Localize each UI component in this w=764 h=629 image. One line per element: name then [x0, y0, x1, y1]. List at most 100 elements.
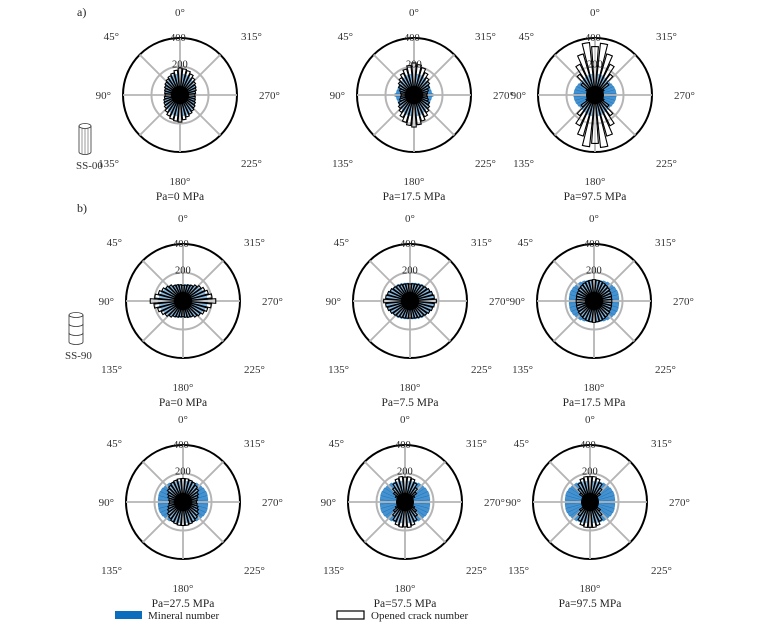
angle-label: 90° — [99, 497, 114, 509]
radial-tick-label: 400 — [173, 239, 189, 250]
angle-label: 135° — [98, 158, 119, 170]
radial-tick-label: 200 — [586, 266, 602, 277]
rose-plot: 400 200 0° 45° 90° 135° 180° 225° 270° 315° Pa=97.… — [506, 414, 690, 610]
crack-bar — [575, 94, 596, 127]
plot-title: Pa=17.5 MPa — [563, 397, 626, 409]
angle-label: 270° — [669, 497, 690, 509]
center-core — [174, 493, 192, 511]
radial-tick-label: 400 — [173, 440, 189, 451]
angle-label: 180° — [173, 583, 194, 595]
radial-tick-label: 400 — [585, 33, 601, 44]
angle-label: 135° — [101, 565, 122, 577]
center-core — [171, 86, 189, 104]
crack-bar — [402, 501, 408, 528]
angle-label: 90° — [506, 497, 521, 509]
angle-label: 90° — [96, 90, 111, 102]
angle-label: 180° — [170, 176, 191, 188]
angle-label: 225° — [471, 364, 492, 376]
crack-bar — [180, 501, 186, 527]
crack-bar — [581, 94, 596, 148]
angle-label: 45° — [518, 237, 533, 249]
center-core — [174, 292, 192, 310]
angle-label: 45° — [104, 31, 119, 43]
rose-plot: 400 200 0° 45° 90° 135° 180° 225° 270° 315° Pa=7.5… — [326, 213, 510, 409]
radial-tick-label: 400 — [400, 239, 416, 250]
angle-label: 270° — [262, 497, 283, 509]
legend-crack-label: Opened crack number — [371, 610, 468, 622]
center-core — [401, 292, 419, 310]
angle-label: 90° — [511, 90, 526, 102]
crack-bar — [587, 476, 593, 503]
crack-bar — [576, 94, 596, 137]
angle-label: 180° — [580, 583, 601, 595]
panel-label-a: a) — [77, 5, 86, 19]
legend: Mineral number Opened crack number — [115, 610, 468, 622]
angle-label: 225° — [241, 158, 262, 170]
rose-plot: 400 200 0° 45° 90° 135° 180° 225° 270° 315° Pa=17.… — [330, 7, 514, 203]
angle-label: 90° — [330, 90, 345, 102]
legend-crack-swatch — [336, 610, 365, 620]
crack-bar — [594, 94, 615, 127]
crack-bar — [576, 53, 596, 96]
angle-label: 315° — [655, 237, 676, 249]
crack-bar — [383, 298, 411, 304]
center-core — [586, 86, 604, 104]
crack-bar — [591, 46, 599, 96]
crack-bar — [594, 63, 615, 96]
angle-label: 270° — [493, 90, 514, 102]
rose-plot: 400 200 0° 45° 90° 135° 180° 225° 270° 315° Pa=17.… — [510, 213, 694, 409]
rose-plot: 400 200 0° 45° 90° 135° 180° 225° 270° 315° Pa=27.… — [99, 414, 283, 610]
angle-label: 315° — [475, 31, 496, 43]
vertical-bedding-cylinder-icon — [78, 123, 92, 155]
angle-label: 225° — [244, 565, 265, 577]
center-core — [396, 493, 414, 511]
angle-label: 135° — [323, 565, 344, 577]
angle-label: 315° — [656, 31, 677, 43]
crack-bar — [177, 67, 183, 96]
angle-label: 90° — [99, 296, 114, 308]
crack-bar — [180, 477, 186, 503]
center-core — [585, 292, 603, 310]
angle-label: 45° — [329, 438, 344, 450]
angle-label: 180° — [585, 176, 606, 188]
angle-label: 0° — [178, 414, 188, 426]
angle-label: 135° — [513, 158, 534, 170]
specimen-label-ss-00: SS-00 — [76, 160, 103, 172]
rose-plot: 400 200 0° 45° 90° 135° 180° 225° 270° 315° Pa=57.… — [321, 414, 505, 610]
angle-label: 180° — [404, 176, 425, 188]
crack-bar — [402, 476, 408, 503]
radial-tick-label: 200 — [406, 60, 422, 71]
crack-bar — [411, 62, 417, 96]
radial-tick-label: 200 — [175, 266, 191, 277]
angle-label: 180° — [400, 382, 421, 394]
crack-bar — [594, 42, 609, 96]
angle-label: 315° — [651, 438, 672, 450]
angle-label: 225° — [475, 158, 496, 170]
angle-label: 45° — [107, 438, 122, 450]
radial-tick-label: 400 — [395, 440, 411, 451]
angle-label: 225° — [651, 565, 672, 577]
angle-label: 0° — [409, 7, 419, 19]
angle-label: 135° — [328, 364, 349, 376]
angle-label: 225° — [244, 364, 265, 376]
angle-label: 135° — [101, 364, 122, 376]
radial-tick-label: 200 — [172, 60, 188, 71]
angle-label: 0° — [590, 7, 600, 19]
crack-bar — [411, 94, 417, 128]
angle-label: 270° — [262, 296, 283, 308]
angle-label: 315° — [471, 237, 492, 249]
radial-tick-label: 400 — [170, 33, 186, 44]
crack-bar — [177, 94, 183, 123]
angle-label: 225° — [656, 158, 677, 170]
angle-label: 270° — [259, 90, 280, 102]
radial-tick-label: 200 — [402, 266, 418, 277]
angle-label: 180° — [395, 583, 416, 595]
radial-tick-label: 400 — [580, 440, 596, 451]
center-core — [581, 493, 599, 511]
crack-bar — [594, 53, 614, 96]
angle-label: 0° — [405, 213, 415, 225]
angle-label: 0° — [585, 414, 595, 426]
legend-mineral-swatch — [115, 611, 142, 619]
radial-tick-label: 200 — [397, 467, 413, 478]
